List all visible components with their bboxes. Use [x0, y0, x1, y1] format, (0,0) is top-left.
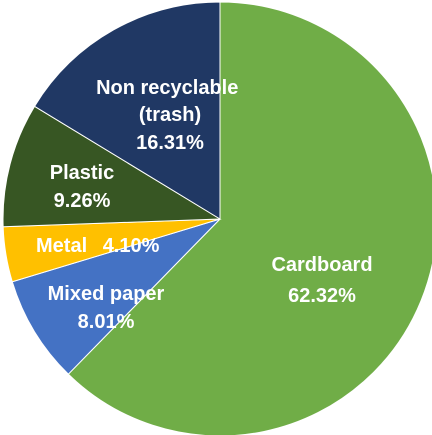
pie-slice-plastic: [2, 105, 222, 228]
metal-label: Metal 4.10%: [36, 235, 160, 257]
mixed-paper-category-label: Mixed paper: [48, 283, 165, 305]
cardboard-percent-label: 62.32%: [288, 285, 356, 307]
pie-slice-mixed-paper: [11, 218, 221, 375]
plastic-category-label: Plastic: [50, 162, 114, 184]
cardboard-category-label: Cardboard: [271, 254, 372, 276]
mixed-paper-percent-label: 8.01%: [78, 311, 135, 333]
pie-slice-non-recyclable-trash: [33, 1, 221, 220]
pie-slice-cardboard: [67, 1, 432, 435]
non-recyclable-category-label: Non recyclable (trash): [96, 77, 244, 126]
non-recyclable-percent-label: 16.31%: [136, 132, 204, 154]
plastic-percent-label: 9.26%: [54, 190, 111, 212]
non-recyclable-line-2: (trash): [139, 104, 201, 126]
metal-category-label: Metal: [36, 235, 87, 257]
metal-percent-label: 4.10%: [103, 235, 160, 257]
non-recyclable-line-1: Non recyclable: [96, 77, 238, 99]
pie-labels: Cardboard 62.32% Mixed paper 8.01% Metal…: [36, 77, 373, 333]
